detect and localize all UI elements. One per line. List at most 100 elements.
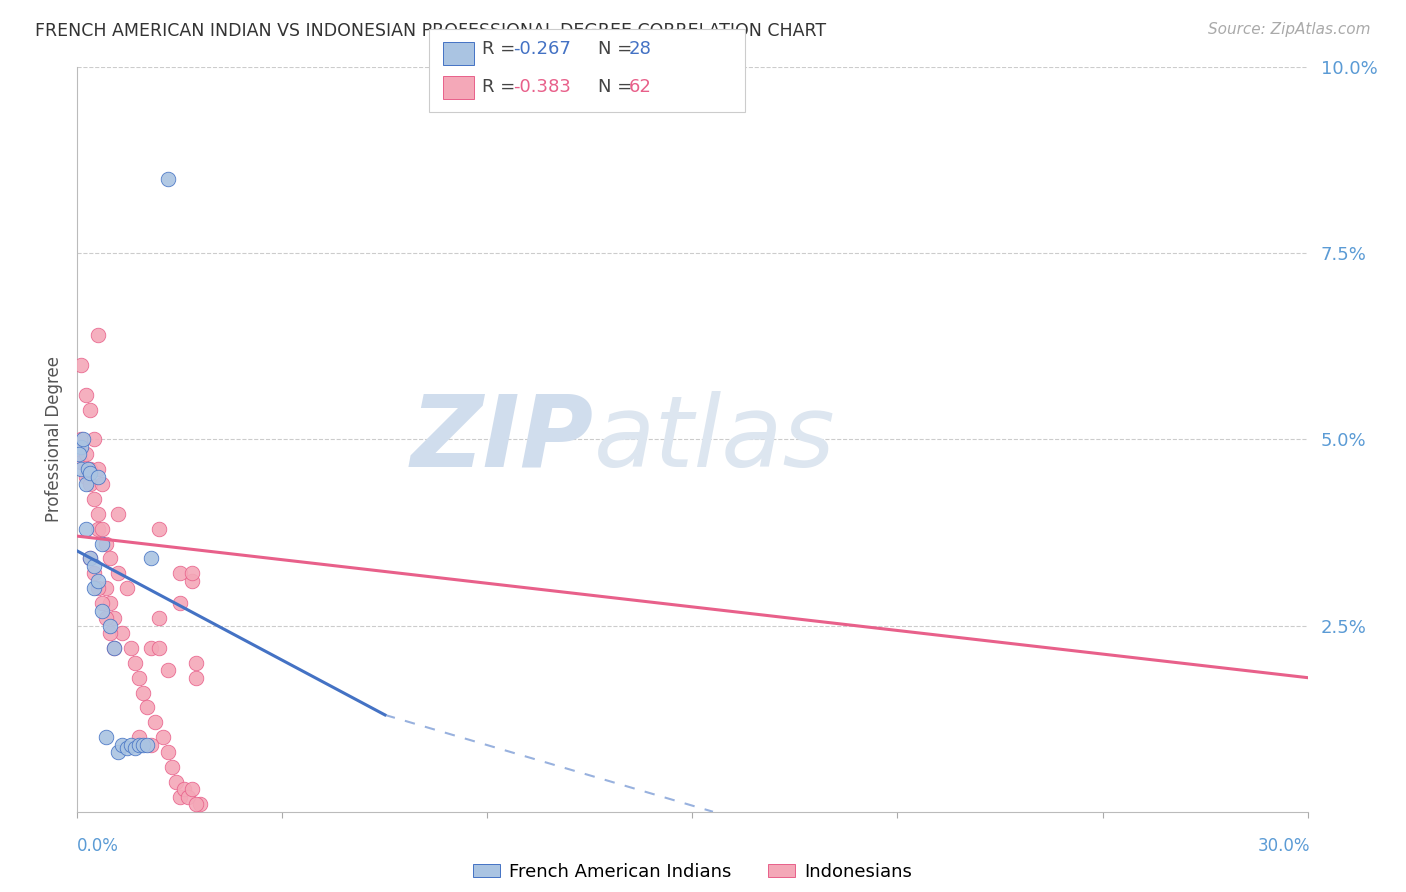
- Point: [181, 782, 204, 797]
- Point: [83, 433, 105, 447]
- Point: [148, 640, 170, 655]
- Point: [128, 671, 150, 685]
- Point: [87, 582, 110, 596]
- Point: [156, 745, 179, 759]
- Point: [128, 730, 150, 744]
- Legend: French American Indians, Indonesians: French American Indians, Indonesians: [465, 856, 920, 888]
- Point: [165, 775, 187, 789]
- Point: [141, 738, 163, 752]
- Point: [152, 730, 174, 744]
- Point: [90, 536, 114, 550]
- Point: [79, 402, 101, 417]
- Point: [72, 433, 94, 447]
- Point: [103, 640, 125, 655]
- Point: [79, 477, 101, 491]
- Point: [70, 462, 93, 476]
- Point: [141, 551, 163, 566]
- Point: [120, 738, 142, 752]
- Point: [141, 640, 163, 655]
- Point: [75, 387, 97, 401]
- Point: [111, 738, 134, 752]
- Point: [177, 789, 200, 804]
- Point: [79, 551, 101, 566]
- Point: [79, 462, 101, 476]
- Point: [87, 507, 110, 521]
- Text: 0.0%: 0.0%: [77, 837, 120, 855]
- Text: R =: R =: [482, 78, 516, 95]
- Point: [103, 640, 125, 655]
- Text: ZIP: ZIP: [411, 391, 595, 488]
- Point: [75, 522, 97, 536]
- Y-axis label: Professional Degree: Professional Degree: [45, 356, 63, 523]
- Point: [132, 738, 155, 752]
- Point: [87, 574, 110, 588]
- Point: [87, 469, 110, 483]
- Text: N =: N =: [598, 78, 631, 95]
- Point: [83, 582, 105, 596]
- Point: [169, 789, 191, 804]
- Point: [90, 522, 114, 536]
- Point: [98, 596, 121, 610]
- Point: [148, 611, 170, 625]
- Point: [115, 582, 138, 596]
- Point: [107, 507, 129, 521]
- Point: [156, 663, 179, 677]
- Point: [70, 440, 93, 454]
- Point: [98, 626, 121, 640]
- Point: [75, 447, 97, 461]
- Point: [83, 558, 105, 573]
- Text: 28: 28: [628, 40, 651, 58]
- Point: [107, 745, 129, 759]
- Point: [94, 611, 117, 625]
- Point: [79, 551, 101, 566]
- Text: FRENCH AMERICAN INDIAN VS INDONESIAN PROFESSIONAL DEGREE CORRELATION CHART: FRENCH AMERICAN INDIAN VS INDONESIAN PRO…: [35, 22, 827, 40]
- Point: [70, 433, 93, 447]
- Point: [136, 700, 159, 714]
- Point: [70, 358, 93, 372]
- Text: -0.267: -0.267: [513, 40, 571, 58]
- Text: 30.0%: 30.0%: [1258, 837, 1310, 855]
- Point: [98, 551, 121, 566]
- Point: [90, 596, 114, 610]
- Point: [160, 760, 183, 774]
- Point: [87, 522, 110, 536]
- Text: -0.383: -0.383: [513, 78, 571, 95]
- Point: [181, 566, 204, 581]
- Point: [136, 738, 159, 752]
- Point: [83, 491, 105, 506]
- Point: [94, 582, 117, 596]
- Point: [120, 640, 142, 655]
- Point: [115, 741, 138, 756]
- Point: [98, 618, 121, 632]
- Point: [75, 477, 97, 491]
- Point: [143, 715, 166, 730]
- Point: [75, 469, 97, 483]
- Point: [169, 596, 191, 610]
- Text: Source: ZipAtlas.com: Source: ZipAtlas.com: [1208, 22, 1371, 37]
- Point: [124, 741, 146, 756]
- Point: [87, 328, 110, 343]
- Point: [156, 171, 179, 186]
- Point: [67, 447, 90, 461]
- Point: [128, 738, 150, 752]
- Point: [83, 566, 105, 581]
- Point: [186, 797, 208, 812]
- Point: [107, 566, 129, 581]
- Point: [79, 466, 101, 480]
- Point: [90, 477, 114, 491]
- Text: atlas: atlas: [595, 391, 835, 488]
- Point: [87, 462, 110, 476]
- Point: [169, 566, 191, 581]
- Point: [181, 574, 204, 588]
- Point: [90, 604, 114, 618]
- Point: [111, 626, 134, 640]
- Point: [132, 685, 155, 699]
- Point: [70, 455, 93, 469]
- Point: [76, 462, 98, 476]
- Point: [94, 536, 117, 550]
- Text: R =: R =: [482, 40, 516, 58]
- Point: [186, 656, 208, 670]
- Point: [124, 656, 146, 670]
- Point: [103, 611, 125, 625]
- Point: [188, 797, 212, 812]
